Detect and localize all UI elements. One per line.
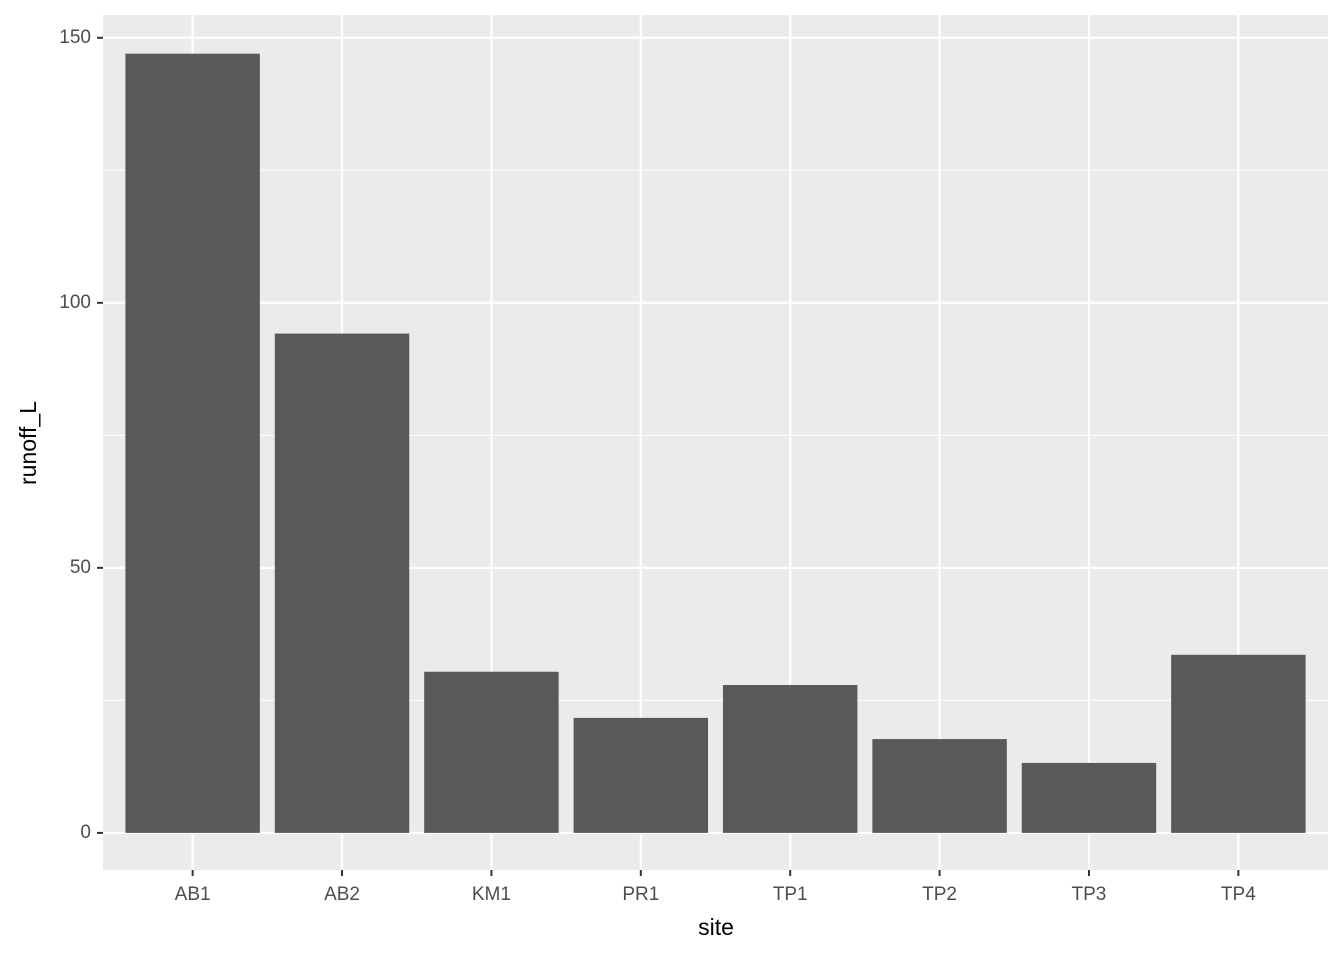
x-tick-label: TP4 <box>1221 884 1256 905</box>
x-tick-label: TP3 <box>1072 884 1107 905</box>
y-tick-label: 50 <box>70 557 91 578</box>
y-axis-title: runoff_L <box>15 401 41 485</box>
bar <box>722 685 858 833</box>
y-tick-label: 100 <box>59 292 91 313</box>
x-tick-label: AB2 <box>324 884 360 905</box>
bar <box>424 671 559 833</box>
y-tick-label: 0 <box>80 822 91 843</box>
bar <box>573 717 709 833</box>
x-tick-label: TP2 <box>922 884 957 905</box>
bar <box>1021 762 1157 833</box>
x-tick-label: KM1 <box>472 884 511 905</box>
x-tick-label: TP1 <box>773 884 808 905</box>
bar <box>1171 654 1306 833</box>
bar <box>274 333 410 833</box>
y-tick-label: 150 <box>59 27 91 48</box>
bar <box>872 739 1007 833</box>
x-tick-label: AB1 <box>175 884 211 905</box>
x-axis-title: site <box>698 914 734 940</box>
x-tick-label: PR1 <box>622 884 659 905</box>
bar <box>125 53 260 833</box>
